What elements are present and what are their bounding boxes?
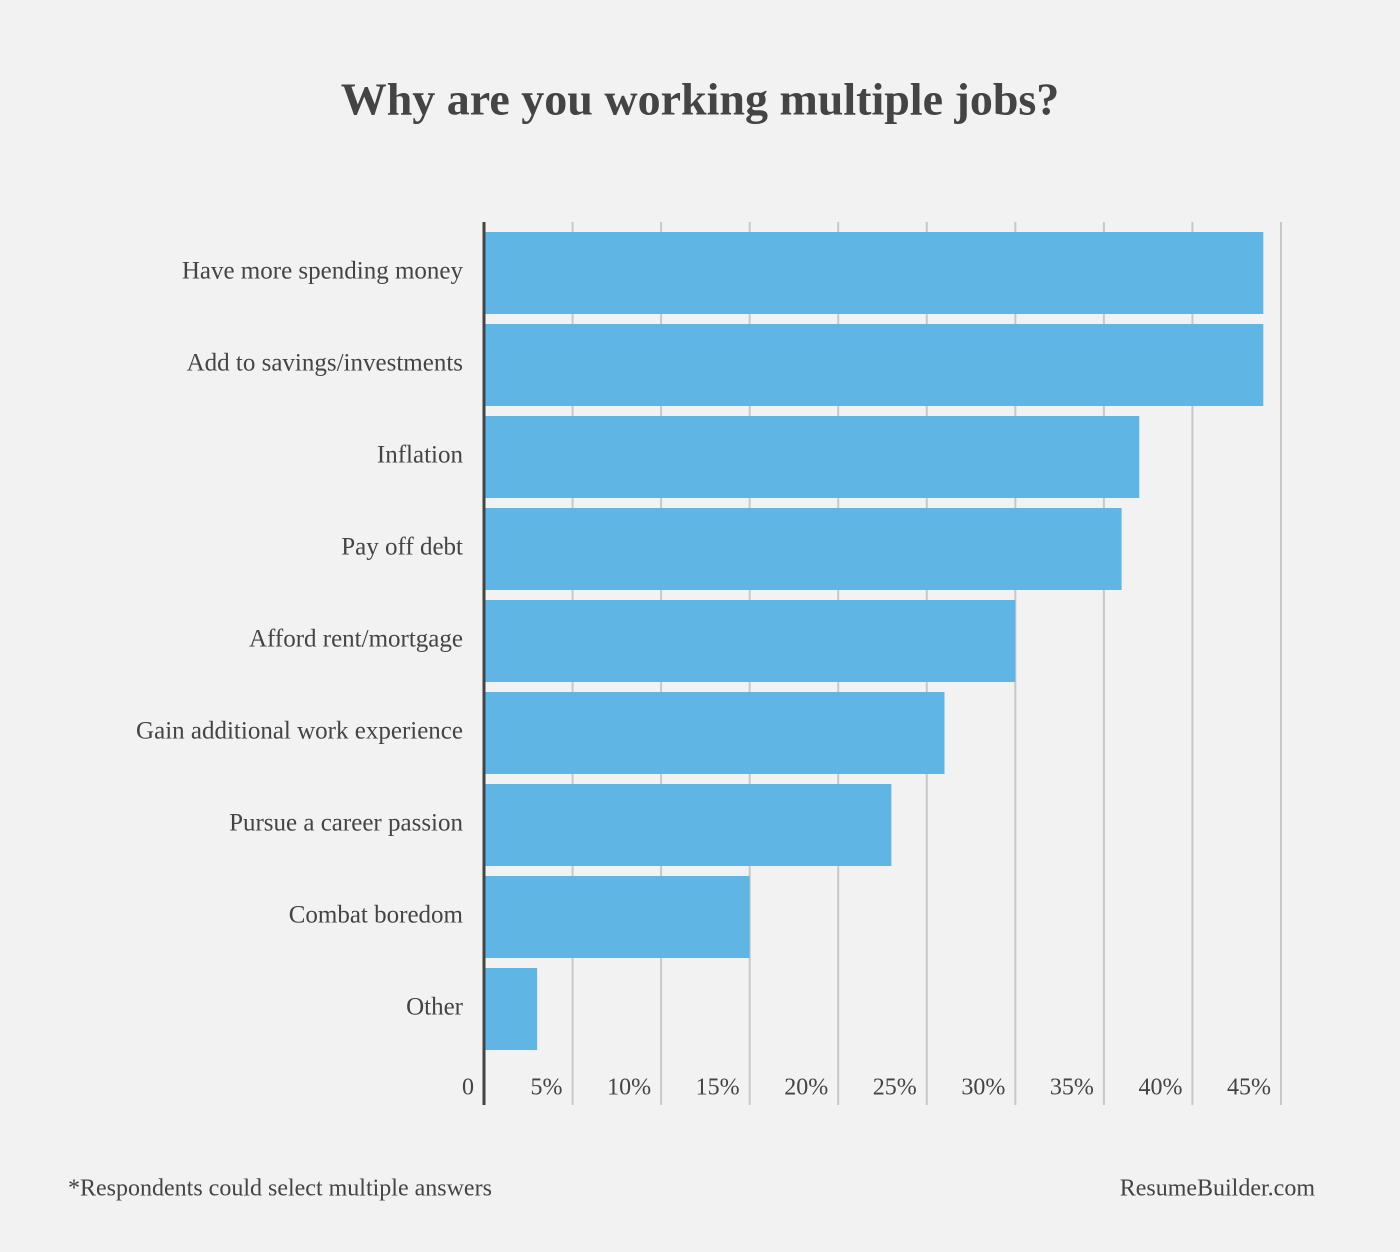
y-tick-label: Pay off debt [341, 534, 463, 561]
y-tick-label: Inflation [377, 442, 464, 469]
bar [484, 876, 750, 958]
x-tick-label: 35% [1050, 1075, 1094, 1101]
x-tick-label: 45% [1227, 1075, 1271, 1101]
x-tick-label: 0 [462, 1075, 474, 1101]
footnote: *Respondents could select multiple answe… [68, 1176, 492, 1202]
chart-title: Why are you working multiple jobs? [341, 74, 1060, 125]
source: ResumeBuilder.com [1120, 1176, 1316, 1202]
x-tick-label: 15% [696, 1075, 740, 1101]
bar [484, 232, 1264, 314]
bar [484, 784, 892, 866]
bar [484, 416, 1140, 498]
y-tick-label: Afford rent/mortgage [249, 626, 463, 653]
x-tick-label: 10% [607, 1075, 651, 1101]
x-tick-label: 30% [961, 1075, 1005, 1101]
bar [484, 324, 1264, 406]
y-tick-label: Pursue a career passion [229, 810, 463, 837]
bar [484, 600, 1016, 682]
bar [484, 508, 1122, 590]
bar [484, 692, 945, 774]
x-tick-label: 20% [784, 1075, 828, 1101]
x-tick-label: 40% [1138, 1075, 1182, 1101]
y-tick-label: Add to savings/investments [187, 350, 463, 377]
y-tick-label: Other [406, 994, 464, 1021]
x-tick-label: 5% [531, 1075, 563, 1101]
y-tick-label: Have more spending money [182, 258, 464, 285]
x-tick-label: 25% [873, 1075, 917, 1101]
bar [484, 968, 538, 1050]
y-tick-label: Combat boredom [289, 902, 464, 929]
y-tick-label: Gain additional work experience [136, 718, 463, 745]
